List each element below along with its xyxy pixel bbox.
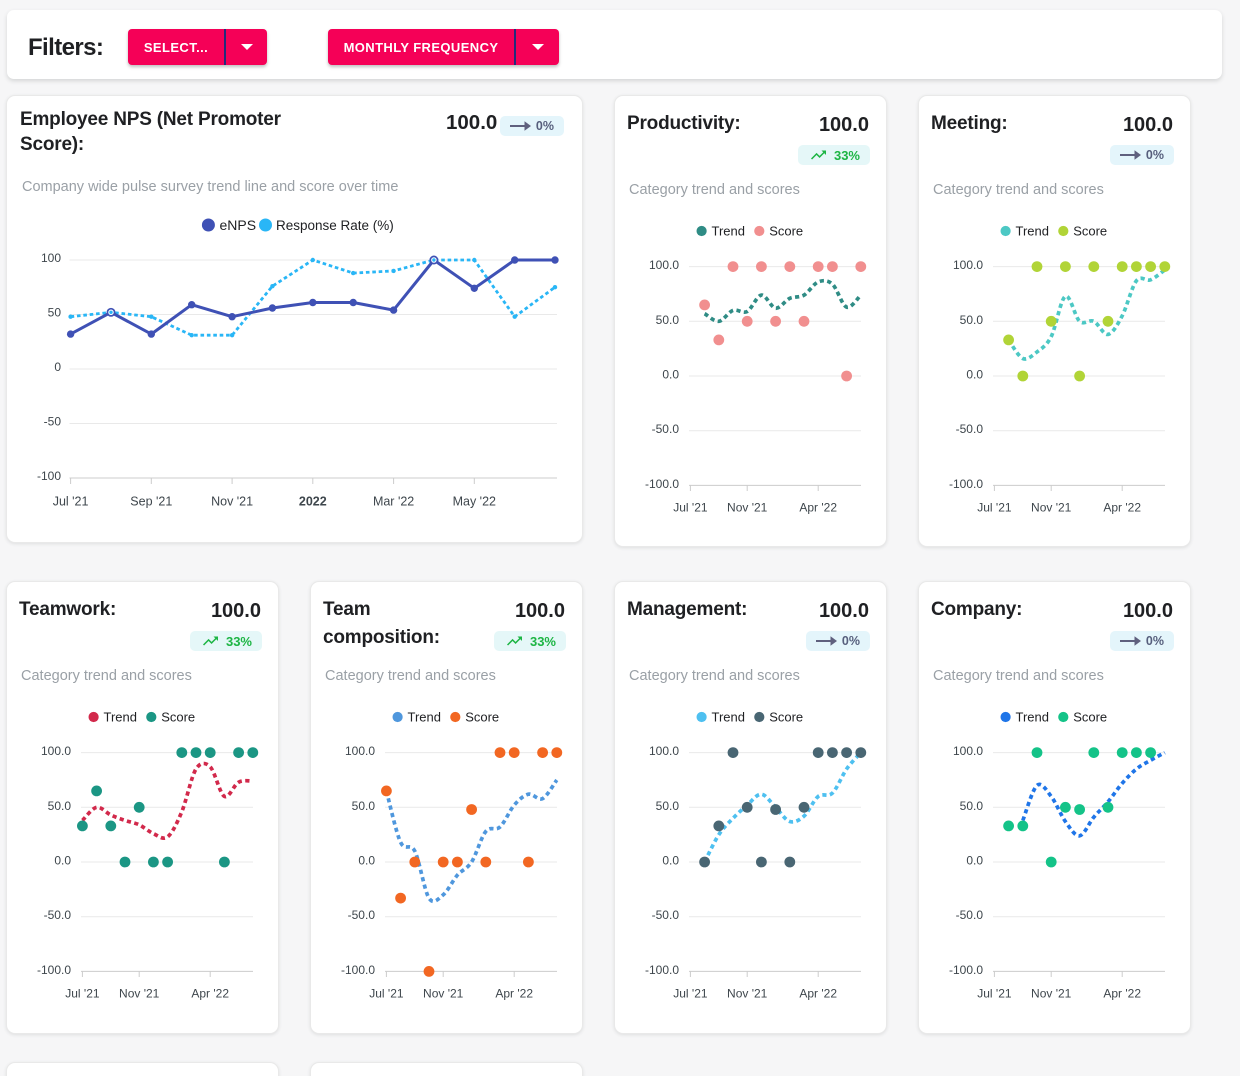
svg-text:0.0: 0.0 xyxy=(966,368,983,382)
svg-text:-50.0: -50.0 xyxy=(652,908,680,922)
svg-text:Nov '21: Nov '21 xyxy=(119,987,160,1001)
svg-text:100.0: 100.0 xyxy=(41,744,71,758)
svg-text:Response Rate (%): Response Rate (%) xyxy=(276,218,394,233)
svg-text:Jul '21: Jul '21 xyxy=(673,501,708,515)
svg-text:0.0: 0.0 xyxy=(966,854,983,868)
svg-text:Apr '22: Apr '22 xyxy=(495,987,533,1001)
svg-text:-50.0: -50.0 xyxy=(348,908,376,922)
svg-text:Jul '21: Jul '21 xyxy=(977,987,1012,1001)
svg-text:-100: -100 xyxy=(37,469,61,483)
svg-text:100.0: 100.0 xyxy=(649,258,679,272)
svg-text:0.0: 0.0 xyxy=(662,854,679,868)
svg-text:-100.0: -100.0 xyxy=(949,477,983,491)
svg-text:Score: Score xyxy=(1073,224,1107,239)
svg-text:0.0: 0.0 xyxy=(358,854,375,868)
svg-text:Trend: Trend xyxy=(1016,224,1049,239)
svg-text:Jul '21: Jul '21 xyxy=(673,987,708,1001)
svg-text:-50.0: -50.0 xyxy=(956,908,984,922)
svg-text:Jul '21: Jul '21 xyxy=(977,501,1012,515)
svg-text:Score: Score xyxy=(769,710,803,725)
svg-text:-100.0: -100.0 xyxy=(341,963,375,977)
svg-text:2022: 2022 xyxy=(299,495,327,509)
svg-text:50.0: 50.0 xyxy=(352,799,376,813)
svg-text:Nov '21: Nov '21 xyxy=(727,987,768,1001)
svg-text:Apr '22: Apr '22 xyxy=(1103,501,1141,515)
svg-text:-50.0: -50.0 xyxy=(44,908,72,922)
svg-text:Apr '22: Apr '22 xyxy=(1103,987,1141,1001)
svg-text:Nov '21: Nov '21 xyxy=(1031,987,1072,1001)
svg-text:Trend: Trend xyxy=(712,710,745,725)
svg-text:Apr '22: Apr '22 xyxy=(799,501,837,515)
svg-text:50.0: 50.0 xyxy=(960,799,984,813)
svg-text:-50: -50 xyxy=(44,415,62,429)
svg-text:100: 100 xyxy=(41,251,61,265)
svg-text:Jul '21: Jul '21 xyxy=(65,987,100,1001)
svg-text:100.0: 100.0 xyxy=(649,744,679,758)
svg-text:May '22: May '22 xyxy=(453,495,496,509)
svg-text:50.0: 50.0 xyxy=(656,313,680,327)
svg-text:Score: Score xyxy=(1073,710,1107,725)
svg-text:100.0: 100.0 xyxy=(953,744,983,758)
svg-text:Trend: Trend xyxy=(408,710,441,725)
svg-text:-100.0: -100.0 xyxy=(949,963,983,977)
svg-text:Jul '21: Jul '21 xyxy=(53,495,89,509)
svg-text:-100.0: -100.0 xyxy=(37,963,71,977)
svg-text:Apr '22: Apr '22 xyxy=(799,987,837,1001)
svg-text:Nov '21: Nov '21 xyxy=(211,495,253,509)
svg-text:50.0: 50.0 xyxy=(48,799,72,813)
svg-text:-50.0: -50.0 xyxy=(652,422,680,436)
svg-text:50.0: 50.0 xyxy=(960,313,984,327)
svg-text:-100.0: -100.0 xyxy=(645,477,679,491)
svg-text:Trend: Trend xyxy=(712,224,745,239)
svg-text:Nov '21: Nov '21 xyxy=(1031,501,1072,515)
svg-text:Sep '21: Sep '21 xyxy=(130,495,172,509)
svg-text:Score: Score xyxy=(769,224,803,239)
svg-text:50.0: 50.0 xyxy=(656,799,680,813)
svg-text:Trend: Trend xyxy=(1016,710,1049,725)
svg-text:0.0: 0.0 xyxy=(54,854,71,868)
svg-text:Mar '22: Mar '22 xyxy=(373,495,414,509)
svg-text:Score: Score xyxy=(465,710,499,725)
svg-text:50: 50 xyxy=(48,306,62,320)
svg-text:Jul '21: Jul '21 xyxy=(369,987,404,1001)
svg-text:0: 0 xyxy=(54,360,61,374)
svg-text:eNPS: eNPS xyxy=(220,217,257,233)
svg-text:-50.0: -50.0 xyxy=(956,422,984,436)
svg-text:Nov '21: Nov '21 xyxy=(727,501,768,515)
svg-text:-100.0: -100.0 xyxy=(645,963,679,977)
svg-text:Trend: Trend xyxy=(104,710,137,725)
svg-text:100.0: 100.0 xyxy=(345,744,375,758)
svg-text:100.0: 100.0 xyxy=(953,258,983,272)
svg-text:Nov '21: Nov '21 xyxy=(423,987,464,1001)
svg-text:0.0: 0.0 xyxy=(662,368,679,382)
svg-text:Apr '22: Apr '22 xyxy=(191,987,229,1001)
svg-text:Score: Score xyxy=(161,710,195,725)
